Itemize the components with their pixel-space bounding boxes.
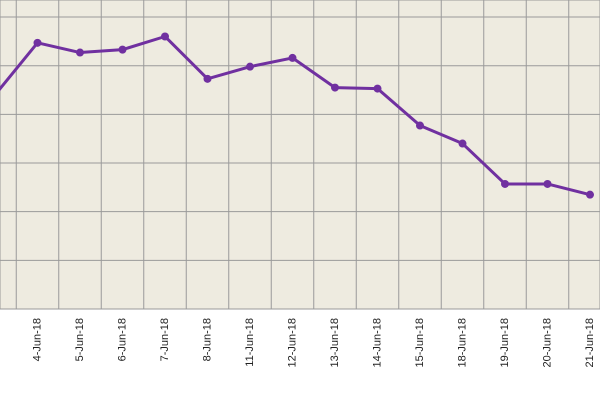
x-tick-label: 1-Jun-18: [0, 318, 1, 361]
x-tick-label: 14-Jun-18: [371, 318, 383, 368]
x-tick-label: 8-Jun-18: [201, 318, 213, 361]
x-tick-label: 20-Jun-18: [541, 318, 553, 368]
marker: [76, 48, 84, 57]
x-tick-label: 13-Jun-18: [329, 318, 341, 368]
marker: [203, 74, 212, 83]
marker: [501, 179, 509, 188]
marker: [246, 62, 254, 71]
marker: [543, 179, 552, 188]
x-tick-label: 15-Jun-18: [414, 318, 426, 368]
x-tick-label: 18-Jun-18: [456, 318, 468, 368]
marker: [331, 83, 339, 92]
marker: [416, 121, 424, 130]
x-tick-label: 5-Jun-18: [74, 318, 86, 361]
marker: [33, 38, 42, 47]
x-tick-label: 19-Jun-18: [499, 318, 511, 368]
x-tick-label: 11-Jun-18: [244, 318, 256, 367]
marker: [118, 45, 127, 54]
plot-area: [0, 0, 600, 310]
marker: [161, 32, 169, 41]
marker: [373, 84, 382, 93]
marker: [586, 190, 594, 199]
x-tick-label: 21-Jun-18: [584, 318, 596, 368]
marker: [288, 53, 297, 62]
x-tick-label: 6-Jun-18: [116, 318, 128, 361]
x-tick-label: 12-Jun-18: [286, 318, 298, 368]
marker: [458, 139, 467, 148]
x-tick-label: 4-Jun-18: [31, 318, 43, 361]
x-tick-label: 7-Jun-18: [159, 318, 171, 361]
